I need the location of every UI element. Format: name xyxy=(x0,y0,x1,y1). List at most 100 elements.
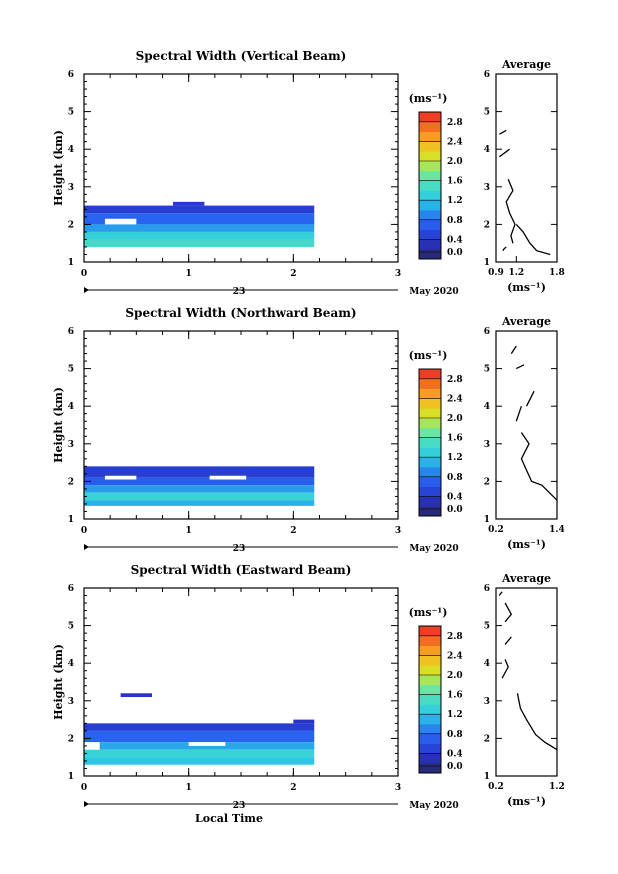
y-tick-label: 1 xyxy=(68,515,74,525)
heatmap-cell xyxy=(84,224,315,232)
average-x-tick-label: 0.2 xyxy=(488,782,504,792)
average-profile-line xyxy=(501,659,509,679)
colorbar-tick-label: 0.0 xyxy=(447,762,463,772)
colorbar-segment xyxy=(419,239,441,250)
y-tick-label: 3 xyxy=(68,183,74,193)
colorbar-segment xyxy=(419,684,441,695)
colorbar-tick-label: 2.0 xyxy=(447,671,463,681)
colorbar-segment xyxy=(419,635,441,646)
colorbar-segment xyxy=(419,378,441,389)
colorbar-tick-label: 2.0 xyxy=(447,414,463,424)
colorbar-segment xyxy=(419,112,441,123)
average-y-tick-label: 2 xyxy=(484,477,490,487)
colorbar-unit: (ms⁻¹) xyxy=(409,606,448,619)
average-title: Average xyxy=(501,58,551,71)
y-tick-label: 1 xyxy=(68,258,74,268)
colorbar-segment xyxy=(419,626,441,637)
colorbar-tick-label: 2.4 xyxy=(447,394,463,404)
colorbar-segment xyxy=(419,427,441,438)
date-start-marker xyxy=(84,801,89,807)
colorbar-tick-label: 2.4 xyxy=(447,651,463,661)
heatmap-cell xyxy=(84,485,315,493)
y-tick-label: 2 xyxy=(68,477,74,487)
y-axis-label: Height (km) xyxy=(52,130,65,206)
average-profile-line xyxy=(510,345,517,354)
colorbar-segment xyxy=(419,408,441,419)
panel-title: Spectral Width (Eastward Beam) xyxy=(131,563,352,577)
colorbar-tick-label: 2.8 xyxy=(447,375,463,385)
colorbar-segment xyxy=(419,724,441,735)
average-y-tick-label: 1 xyxy=(484,772,490,782)
x-tick-label: 0 xyxy=(81,526,87,536)
colorbar-segment xyxy=(419,219,441,230)
date-start-marker xyxy=(84,544,89,550)
heatmap-cell xyxy=(84,239,315,247)
colorbar-tick-label: 1.6 xyxy=(447,691,463,701)
colorbar-segment xyxy=(419,249,441,260)
data-gap xyxy=(104,475,137,480)
y-tick-label: 4 xyxy=(68,659,74,669)
colorbar-segment xyxy=(419,200,441,211)
y-tick-label: 3 xyxy=(68,440,74,450)
data-gap xyxy=(84,742,100,750)
colorbar-tick-label: 0.4 xyxy=(447,235,463,245)
average-y-tick-label: 6 xyxy=(484,327,490,337)
heatmap-cell xyxy=(84,500,315,506)
colorbar-segment xyxy=(419,131,441,142)
average-x-tick-label: 0.2 xyxy=(488,525,504,535)
colorbar-segment xyxy=(419,753,441,764)
heatmap-cell xyxy=(84,730,315,743)
heatmap-cell xyxy=(84,749,315,758)
colorbar-segment xyxy=(419,763,441,774)
x-tick-label: 3 xyxy=(395,526,401,536)
colorbar-segment xyxy=(419,229,441,240)
x-tick-label: 0 xyxy=(81,783,87,793)
average-frame xyxy=(495,587,558,777)
average-title: Average xyxy=(501,572,551,585)
heatmap-cell xyxy=(84,723,315,731)
colorbar-segment xyxy=(419,704,441,715)
heatmap-cell xyxy=(84,205,315,214)
average-x-tick-label: 1.8 xyxy=(549,268,565,278)
date-day: 23 xyxy=(233,801,246,811)
x-tick-label: 2 xyxy=(290,526,296,536)
colorbar-tick-label: 0.8 xyxy=(447,473,463,483)
colorbar-unit: (ms⁻¹) xyxy=(409,349,448,362)
average-y-tick-label: 5 xyxy=(484,622,490,632)
colorbar-tick-label: 2.8 xyxy=(447,118,463,128)
y-tick-label: 1 xyxy=(68,772,74,782)
average-x-tick-label: 1.2 xyxy=(549,782,565,792)
colorbar-tick-label: 2.8 xyxy=(447,632,463,642)
x-axis-label: Local Time xyxy=(195,812,263,825)
date-day: 23 xyxy=(233,544,246,554)
colorbar-tick-label: 0.4 xyxy=(447,492,463,502)
colorbar-segment xyxy=(419,369,441,380)
x-tick-label: 3 xyxy=(395,269,401,279)
colorbar-frame xyxy=(418,625,442,774)
colorbar-segment xyxy=(419,665,441,676)
heatmap-cell xyxy=(84,213,315,225)
average-y-tick-label: 3 xyxy=(484,183,490,193)
colorbar-segment xyxy=(419,733,441,744)
average-x-tick-label: 1.2 xyxy=(508,268,524,278)
average-y-tick-label: 1 xyxy=(484,515,490,525)
average-profile-line xyxy=(499,129,507,135)
colorbar-segment xyxy=(419,506,441,517)
colorbar-segment xyxy=(419,170,441,181)
average-profile-line xyxy=(499,148,510,158)
y-tick-label: 3 xyxy=(68,697,74,707)
average-x-label: (ms⁻¹) xyxy=(507,281,546,294)
colorbar-segment xyxy=(419,496,441,507)
colorbar-tick-label: 2.0 xyxy=(447,157,463,167)
colorbar-tick-label: 1.2 xyxy=(447,710,463,720)
colorbar-segment xyxy=(419,476,441,487)
colorbar-frame xyxy=(418,368,442,517)
panel-title: Spectral Width (Vertical Beam) xyxy=(136,49,347,63)
heatmap-cell xyxy=(84,477,315,486)
average-profile-line xyxy=(502,246,507,252)
colorbar-segment xyxy=(419,151,441,162)
average-y-tick-label: 2 xyxy=(484,734,490,744)
colorbar-segment xyxy=(419,437,441,448)
average-profile-line xyxy=(504,636,512,645)
